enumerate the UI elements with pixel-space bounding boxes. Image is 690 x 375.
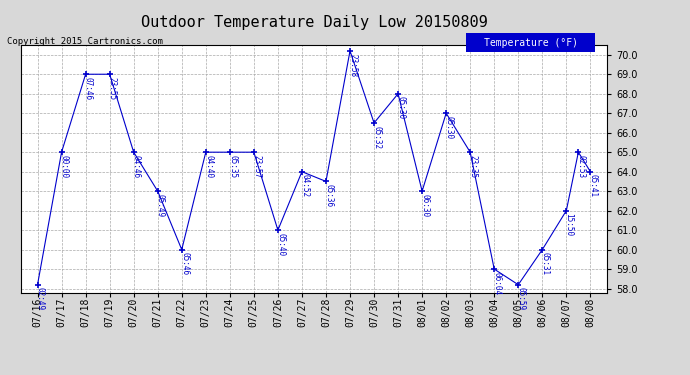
Text: 05:36: 05:36 xyxy=(324,184,333,207)
Text: 05:30: 05:30 xyxy=(396,96,405,120)
Text: 23:35: 23:35 xyxy=(469,155,477,178)
Text: 23:57: 23:57 xyxy=(252,155,261,178)
Text: 06:04: 06:04 xyxy=(493,272,502,295)
Text: 00:00: 00:00 xyxy=(60,155,69,178)
Text: 05:41: 05:41 xyxy=(589,174,598,198)
Text: 04:40: 04:40 xyxy=(204,155,213,178)
Text: 05:46: 05:46 xyxy=(180,252,189,276)
Text: 02:49: 02:49 xyxy=(36,288,45,310)
Text: 05:30: 05:30 xyxy=(444,116,453,139)
Text: 02:53: 02:53 xyxy=(577,155,586,178)
Text: 05:32: 05:32 xyxy=(373,126,382,149)
Text: 04:52: 04:52 xyxy=(300,174,309,198)
Text: 04:46: 04:46 xyxy=(132,155,141,178)
Text: 06:30: 06:30 xyxy=(420,194,429,217)
Text: 07:46: 07:46 xyxy=(84,77,93,100)
Text: 05:59: 05:59 xyxy=(517,288,526,310)
Text: 05:31: 05:31 xyxy=(540,252,549,276)
Text: 23:58: 23:58 xyxy=(348,54,357,77)
Title: Outdoor Temperature Daily Low 20150809: Outdoor Temperature Daily Low 20150809 xyxy=(141,15,487,30)
Text: 05:49: 05:49 xyxy=(156,194,165,217)
Text: 05:35: 05:35 xyxy=(228,155,237,178)
Text: 23:55: 23:55 xyxy=(108,77,117,100)
Text: Copyright 2015 Cartronics.com: Copyright 2015 Cartronics.com xyxy=(7,38,163,46)
Text: 15:50: 15:50 xyxy=(564,213,573,237)
Text: 05:40: 05:40 xyxy=(276,233,285,256)
